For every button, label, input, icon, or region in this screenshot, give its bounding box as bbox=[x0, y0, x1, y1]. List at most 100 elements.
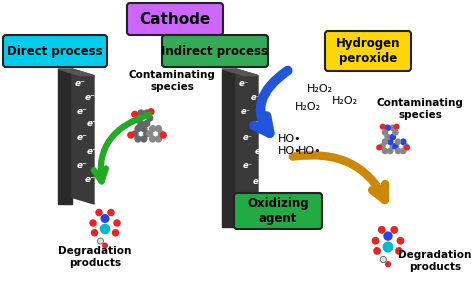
FancyBboxPatch shape bbox=[234, 193, 322, 229]
Polygon shape bbox=[222, 69, 236, 227]
Circle shape bbox=[383, 231, 392, 241]
Circle shape bbox=[138, 110, 144, 116]
Circle shape bbox=[401, 148, 406, 154]
Circle shape bbox=[390, 125, 395, 130]
Circle shape bbox=[378, 226, 386, 234]
Circle shape bbox=[100, 224, 110, 234]
Text: e⁻: e⁻ bbox=[87, 147, 98, 155]
Text: e⁻: e⁻ bbox=[243, 161, 253, 170]
Text: Degradation
products: Degradation products bbox=[58, 246, 132, 268]
Text: e⁻: e⁻ bbox=[253, 120, 263, 129]
Circle shape bbox=[403, 144, 409, 149]
Circle shape bbox=[391, 226, 398, 234]
Circle shape bbox=[132, 131, 138, 137]
Polygon shape bbox=[72, 69, 94, 204]
Circle shape bbox=[147, 131, 153, 137]
Circle shape bbox=[135, 126, 141, 132]
Text: HO•: HO• bbox=[298, 146, 322, 156]
Circle shape bbox=[393, 144, 398, 149]
Circle shape bbox=[113, 219, 121, 227]
Polygon shape bbox=[236, 69, 258, 227]
Circle shape bbox=[395, 247, 403, 255]
Text: Degradation
products: Degradation products bbox=[398, 250, 472, 272]
Circle shape bbox=[148, 109, 154, 115]
Text: e⁻: e⁻ bbox=[241, 106, 251, 115]
Circle shape bbox=[107, 209, 115, 216]
FancyBboxPatch shape bbox=[325, 31, 411, 71]
Text: e⁻: e⁻ bbox=[243, 132, 253, 141]
Text: e⁻: e⁻ bbox=[243, 191, 253, 201]
Circle shape bbox=[144, 110, 150, 116]
Circle shape bbox=[155, 126, 162, 132]
Polygon shape bbox=[222, 69, 258, 76]
Circle shape bbox=[91, 229, 98, 237]
Circle shape bbox=[141, 136, 147, 142]
Text: e⁻: e⁻ bbox=[77, 161, 87, 170]
Circle shape bbox=[383, 130, 388, 135]
Text: Direct process: Direct process bbox=[7, 45, 103, 57]
Circle shape bbox=[373, 247, 381, 255]
Circle shape bbox=[141, 126, 147, 132]
Text: Contaminating
species: Contaminating species bbox=[128, 70, 216, 92]
Circle shape bbox=[385, 125, 390, 130]
Circle shape bbox=[160, 132, 166, 138]
Circle shape bbox=[380, 144, 385, 149]
Circle shape bbox=[158, 131, 164, 137]
Text: e⁻: e⁻ bbox=[84, 176, 95, 184]
Text: H₂O₂: H₂O₂ bbox=[307, 84, 333, 94]
Circle shape bbox=[135, 136, 141, 142]
Circle shape bbox=[144, 120, 150, 126]
Text: H₂O₂: H₂O₂ bbox=[295, 102, 321, 112]
Circle shape bbox=[405, 145, 410, 150]
Circle shape bbox=[390, 144, 395, 149]
Circle shape bbox=[380, 124, 385, 129]
Circle shape bbox=[377, 145, 382, 150]
Circle shape bbox=[100, 214, 109, 223]
Circle shape bbox=[132, 111, 137, 117]
Circle shape bbox=[397, 237, 404, 245]
FancyBboxPatch shape bbox=[3, 35, 107, 67]
Text: Cathode: Cathode bbox=[139, 11, 210, 27]
Circle shape bbox=[144, 131, 150, 137]
Circle shape bbox=[138, 120, 144, 126]
Text: e⁻: e⁻ bbox=[84, 92, 95, 101]
Text: e⁻: e⁻ bbox=[77, 132, 87, 141]
Circle shape bbox=[385, 261, 391, 267]
Text: Oxidizing
agent: Oxidizing agent bbox=[247, 197, 309, 225]
Text: HO•: HO• bbox=[278, 134, 302, 144]
Text: H₂O₂: H₂O₂ bbox=[332, 96, 358, 106]
Circle shape bbox=[385, 135, 390, 140]
Circle shape bbox=[155, 136, 162, 142]
Text: e⁻: e⁻ bbox=[253, 176, 263, 185]
Text: e⁻: e⁻ bbox=[253, 207, 263, 216]
Text: e⁻: e⁻ bbox=[74, 80, 85, 89]
Text: HO•: HO• bbox=[278, 146, 302, 156]
Circle shape bbox=[112, 229, 119, 237]
Circle shape bbox=[89, 219, 97, 227]
Circle shape bbox=[128, 132, 134, 138]
Text: e⁻: e⁻ bbox=[239, 80, 249, 89]
Circle shape bbox=[150, 136, 155, 142]
Circle shape bbox=[102, 242, 108, 248]
Polygon shape bbox=[58, 69, 72, 204]
Circle shape bbox=[393, 130, 398, 135]
Circle shape bbox=[95, 209, 103, 216]
Text: e⁻: e⁻ bbox=[251, 92, 261, 101]
Text: Contaminating
species: Contaminating species bbox=[376, 98, 464, 120]
Circle shape bbox=[401, 139, 406, 144]
Circle shape bbox=[388, 148, 393, 154]
Circle shape bbox=[150, 126, 155, 132]
Circle shape bbox=[390, 135, 395, 140]
Circle shape bbox=[147, 115, 153, 121]
Text: e⁻: e⁻ bbox=[255, 147, 265, 155]
Circle shape bbox=[98, 238, 103, 244]
Circle shape bbox=[395, 148, 401, 154]
Circle shape bbox=[394, 124, 399, 129]
FancyBboxPatch shape bbox=[127, 3, 223, 35]
Circle shape bbox=[380, 256, 386, 263]
Circle shape bbox=[383, 242, 393, 252]
Circle shape bbox=[383, 148, 388, 154]
Polygon shape bbox=[58, 69, 94, 76]
Circle shape bbox=[395, 139, 401, 144]
Text: e⁻: e⁻ bbox=[77, 106, 87, 115]
